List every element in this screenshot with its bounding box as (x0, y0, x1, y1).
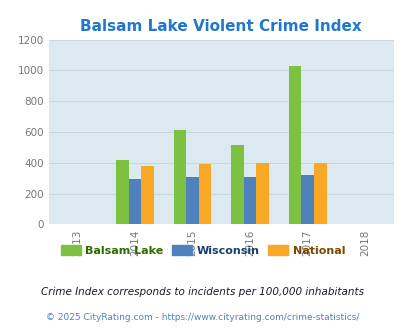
Bar (128, 179, 141, 224)
Bar (173, 130, 186, 224)
Title: Balsam Lake Violent Crime Index: Balsam Lake Violent Crime Index (80, 19, 361, 34)
Text: © 2025 CityRating.com - https://www.cityrating.com/crime-statistics/: © 2025 CityRating.com - https://www.city… (46, 313, 359, 322)
Bar (141, 166, 153, 224)
Bar (186, 177, 198, 224)
Text: Crime Index corresponds to incidents per 100,000 inhabitants: Crime Index corresponds to incidents per… (41, 287, 364, 297)
Bar (288, 66, 301, 224)
Bar (313, 163, 326, 224)
Legend: Balsam Lake, Wisconsin, National: Balsam Lake, Wisconsin, National (56, 241, 349, 260)
Bar (256, 163, 269, 224)
Bar (230, 145, 243, 224)
Bar (301, 176, 313, 224)
Bar (198, 164, 211, 224)
Bar (243, 177, 256, 224)
Bar (116, 160, 128, 224)
